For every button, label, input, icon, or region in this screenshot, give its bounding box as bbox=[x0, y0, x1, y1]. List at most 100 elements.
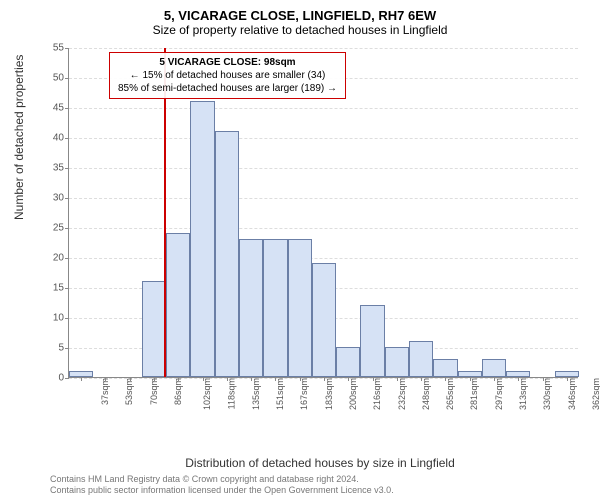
grid-line bbox=[69, 228, 578, 229]
xtick-label: 86sqm bbox=[173, 378, 183, 405]
histogram-bar bbox=[482, 359, 506, 377]
ytick-label: 45 bbox=[34, 103, 64, 114]
ytick-mark bbox=[65, 108, 69, 109]
xtick-label: 281sqm bbox=[469, 378, 479, 410]
histogram-bar bbox=[215, 131, 239, 377]
xtick-mark bbox=[203, 377, 204, 381]
ytick-label: 10 bbox=[34, 313, 64, 324]
grid-line bbox=[69, 198, 578, 199]
xtick-label: 297sqm bbox=[494, 378, 504, 410]
ytick-mark bbox=[65, 78, 69, 79]
histogram-bar bbox=[166, 233, 190, 377]
ytick-mark bbox=[65, 48, 69, 49]
xtick-label: 53sqm bbox=[124, 378, 134, 405]
histogram-bar bbox=[190, 101, 214, 377]
xtick-label: 37sqm bbox=[100, 378, 110, 405]
xtick-mark bbox=[178, 377, 179, 381]
xtick-mark bbox=[445, 377, 446, 381]
histogram-bar bbox=[288, 239, 312, 377]
grid-line bbox=[69, 168, 578, 169]
xtick-label: 135sqm bbox=[251, 378, 261, 410]
ytick-mark bbox=[65, 348, 69, 349]
ytick-label: 20 bbox=[34, 253, 64, 264]
ytick-mark bbox=[65, 138, 69, 139]
ytick-label: 35 bbox=[34, 163, 64, 174]
xtick-label: 265sqm bbox=[445, 378, 455, 410]
callout-box: 5 VICARAGE CLOSE: 98sqm← 15% of detached… bbox=[109, 52, 346, 99]
xtick-mark bbox=[227, 377, 228, 381]
xtick-label: 200sqm bbox=[348, 378, 358, 410]
xtick-mark bbox=[275, 377, 276, 381]
page-subtitle: Size of property relative to detached ho… bbox=[0, 23, 600, 43]
ytick-label: 40 bbox=[34, 133, 64, 144]
xtick-mark bbox=[397, 377, 398, 381]
ytick-label: 0 bbox=[34, 373, 64, 384]
xtick-mark bbox=[348, 377, 349, 381]
ytick-label: 55 bbox=[34, 43, 64, 54]
ytick-mark bbox=[65, 168, 69, 169]
attribution-text: Contains HM Land Registry data © Crown c… bbox=[50, 474, 394, 497]
xtick-mark bbox=[518, 377, 519, 381]
xtick-label: 183sqm bbox=[324, 378, 334, 410]
grid-line bbox=[69, 108, 578, 109]
xtick-label: 167sqm bbox=[299, 378, 309, 410]
xtick-mark bbox=[421, 377, 422, 381]
grid-line bbox=[69, 138, 578, 139]
xtick-mark bbox=[494, 377, 495, 381]
ytick-mark bbox=[65, 258, 69, 259]
xtick-mark bbox=[130, 377, 131, 381]
callout-line: 85% of semi-detached houses are larger (… bbox=[118, 82, 337, 95]
xtick-label: 313sqm bbox=[518, 378, 528, 410]
chart-container: 051015202530354045505537sqm53sqm70sqm86s… bbox=[48, 48, 578, 398]
ytick-label: 15 bbox=[34, 283, 64, 294]
xtick-mark bbox=[105, 377, 106, 381]
xtick-label: 151sqm bbox=[275, 378, 285, 410]
attribution-line: Contains HM Land Registry data © Crown c… bbox=[50, 474, 394, 485]
ytick-label: 5 bbox=[34, 343, 64, 354]
histogram-bar bbox=[239, 239, 263, 377]
callout-title: 5 VICARAGE CLOSE: 98sqm bbox=[118, 56, 337, 69]
xtick-mark bbox=[543, 377, 544, 381]
ytick-mark bbox=[65, 198, 69, 199]
xtick-mark bbox=[81, 377, 82, 381]
xtick-label: 330sqm bbox=[542, 378, 552, 410]
ytick-mark bbox=[65, 378, 69, 379]
x-axis-label: Distribution of detached houses by size … bbox=[20, 456, 600, 470]
attribution-line: Contains public sector information licen… bbox=[50, 485, 394, 496]
histogram-bar bbox=[312, 263, 336, 377]
histogram-bar bbox=[142, 281, 166, 377]
xtick-mark bbox=[373, 377, 374, 381]
xtick-mark bbox=[470, 377, 471, 381]
histogram-bar bbox=[263, 239, 287, 377]
callout-line: ← 15% of detached houses are smaller (34… bbox=[118, 69, 337, 82]
plot-area: 051015202530354045505537sqm53sqm70sqm86s… bbox=[68, 48, 578, 378]
histogram-bar bbox=[360, 305, 384, 377]
histogram-bar bbox=[385, 347, 409, 377]
xtick-mark bbox=[324, 377, 325, 381]
histogram-bar bbox=[336, 347, 360, 377]
xtick-label: 216sqm bbox=[372, 378, 382, 410]
ytick-mark bbox=[65, 318, 69, 319]
ytick-label: 30 bbox=[34, 193, 64, 204]
xtick-label: 346sqm bbox=[567, 378, 577, 410]
grid-line bbox=[69, 48, 578, 49]
xtick-label: 102sqm bbox=[202, 378, 212, 410]
page-title: 5, VICARAGE CLOSE, LINGFIELD, RH7 6EW bbox=[0, 0, 600, 23]
xtick-label: 70sqm bbox=[149, 378, 159, 405]
xtick-mark bbox=[251, 377, 252, 381]
histogram-bar bbox=[433, 359, 457, 377]
xtick-label: 362sqm bbox=[591, 378, 600, 410]
xtick-label: 248sqm bbox=[421, 378, 431, 410]
y-axis-label: Number of detached properties bbox=[12, 55, 26, 220]
xtick-label: 232sqm bbox=[397, 378, 407, 410]
xtick-mark bbox=[300, 377, 301, 381]
ytick-label: 25 bbox=[34, 223, 64, 234]
xtick-mark bbox=[154, 377, 155, 381]
xtick-label: 118sqm bbox=[226, 378, 236, 409]
ytick-label: 50 bbox=[34, 73, 64, 84]
ytick-mark bbox=[65, 228, 69, 229]
histogram-bar bbox=[409, 341, 433, 377]
xtick-mark bbox=[567, 377, 568, 381]
grid-line bbox=[69, 258, 578, 259]
ytick-mark bbox=[65, 288, 69, 289]
